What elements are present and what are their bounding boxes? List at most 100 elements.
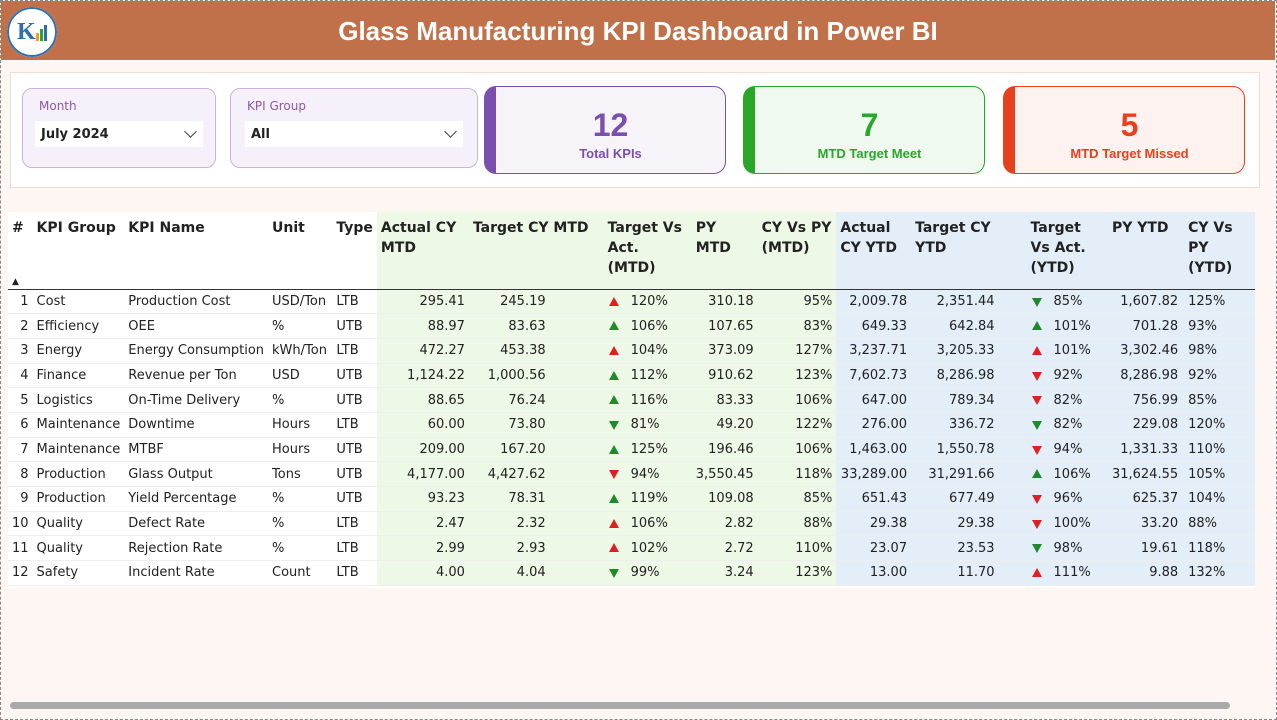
cell: 125% xyxy=(1184,289,1255,315)
scrollbar[interactable] xyxy=(10,702,1230,709)
status-arrow xyxy=(608,345,619,355)
status-arrow xyxy=(1031,469,1042,479)
cell: Cost xyxy=(32,289,125,315)
cell: 92% xyxy=(1184,363,1255,389)
cell: 99% xyxy=(603,560,692,586)
cell: 112% xyxy=(603,363,692,389)
column-header: PY YTD xyxy=(1107,212,1185,290)
cell: 31,291.66 xyxy=(911,461,1027,487)
cell: 23.07 xyxy=(836,535,912,562)
table-row: 8 Production Glass Output Tons UTB 4,177.00 4,… xyxy=(8,461,1255,487)
cell: 83.33 xyxy=(691,387,758,413)
slicer-dropdown[interactable]: July 2024 xyxy=(35,121,203,147)
kpi-card: 12 Total KPIs xyxy=(484,86,726,174)
kpi-group-slicer[interactable]: KPI Group All xyxy=(230,88,478,168)
cell: Downtime xyxy=(124,412,269,438)
table-row: 5 Logistics On-Time Delivery% UTB 88.65 76.24… xyxy=(8,387,1255,413)
cell: UTB xyxy=(332,363,377,389)
cell: Maintenance xyxy=(32,437,125,463)
card-label: Total KPIs xyxy=(579,146,642,161)
cell: 93% xyxy=(1184,313,1255,339)
cell: 33.20 xyxy=(1107,511,1185,537)
cell: 78.31 xyxy=(468,486,604,512)
cell: On-Time Delivery xyxy=(124,387,269,413)
cell: 2.93 xyxy=(468,535,604,562)
cell: Production Cost xyxy=(124,289,269,315)
column-header: Actual CY MTD xyxy=(376,212,469,290)
cell: 2 xyxy=(8,313,33,339)
cell: Energy xyxy=(32,338,125,364)
cell: 102% xyxy=(603,535,692,562)
cell: 85% xyxy=(1026,289,1108,315)
cell: 82% xyxy=(1026,387,1108,413)
cell: 3,550.45 xyxy=(691,461,758,487)
kpi-card: 7 MTD Target Meet xyxy=(743,86,985,174)
cell: 31,624.55 xyxy=(1107,461,1185,487)
card-value: 5 xyxy=(1120,107,1139,143)
status-arrow xyxy=(608,321,619,331)
cell: 789.34 xyxy=(911,387,1027,413)
slicer-dropdown[interactable]: All xyxy=(245,121,463,147)
cell: 12 xyxy=(8,560,33,586)
cell: % xyxy=(268,387,333,413)
cell: 4.00 xyxy=(376,560,469,586)
cell: 5 xyxy=(8,387,33,413)
cell: 94% xyxy=(603,461,692,487)
status-arrow xyxy=(608,543,619,553)
cell: LTB xyxy=(332,289,377,315)
cell: 19.61 xyxy=(1107,535,1185,562)
cell: Efficiency xyxy=(32,313,125,339)
cell: % xyxy=(268,313,333,339)
cell: LTB xyxy=(332,560,377,586)
cell: 2,009.78 xyxy=(836,289,912,315)
header: Glass Manufacturing KPI Dashboard in Pow… xyxy=(1,1,1275,60)
status-arrow xyxy=(1031,519,1042,529)
cell: 6 xyxy=(8,412,33,438)
cell: Revenue per Ton xyxy=(124,363,269,389)
header-text: Target CY YTD xyxy=(915,220,991,256)
cell: 167.20 xyxy=(468,437,604,463)
cell: USD xyxy=(268,363,333,389)
cell: 4,427.62 xyxy=(468,461,604,487)
cell: 123% xyxy=(757,560,837,586)
cell: 96% xyxy=(1026,486,1108,512)
cell: 3 xyxy=(8,338,33,364)
header-text: Target Vs Act. (MTD) xyxy=(607,220,682,276)
status-arrow xyxy=(1031,495,1042,504)
cell: Logistics xyxy=(32,387,125,413)
cell: 49.20 xyxy=(691,412,758,438)
cell: 649.33 xyxy=(836,313,912,339)
table-row: 4 Finance Revenue per Ton USD UTB 1,124.22 1,0… xyxy=(8,363,1255,389)
cell: UTB xyxy=(332,437,377,463)
cell: 276.00 xyxy=(836,412,912,438)
status-arrow xyxy=(1031,345,1042,355)
status-arrow xyxy=(608,296,619,306)
cell: Energy Consumption xyxy=(124,338,269,364)
cell: 472.27 xyxy=(376,338,469,364)
status-arrow xyxy=(1031,371,1042,381)
cell: 8,286.98 xyxy=(1107,363,1185,389)
cell: Incident Rate xyxy=(124,560,269,586)
cell: 625.37 xyxy=(1107,486,1185,512)
status-arrow xyxy=(1031,445,1042,455)
cell: 105% xyxy=(1184,461,1255,487)
table: # ▲ KPI Group KPI Name Unit Type Actual CY MTD… xyxy=(8,212,1255,586)
cell: LTB xyxy=(332,338,377,364)
cell: 2.47 xyxy=(376,511,469,537)
cell: 88.65 xyxy=(376,387,469,413)
status-arrow xyxy=(608,444,619,454)
month-slicer[interactable]: Month July 2024 xyxy=(22,88,216,168)
cell: 132% xyxy=(1184,560,1255,586)
header-text: CY Vs PY (MTD) xyxy=(761,220,832,256)
column-header: Target CY YTD xyxy=(911,212,1027,290)
cell: MTBF xyxy=(124,437,269,463)
cell: 92% xyxy=(1026,363,1108,389)
status-arrow xyxy=(608,370,619,380)
cell: 1,124.22 xyxy=(376,363,469,389)
cell: 106% xyxy=(603,511,692,537)
title: Glass Manufacturing KPI Dashboard in Pow… xyxy=(338,16,938,46)
cell: 88% xyxy=(757,511,837,537)
cell: 83% xyxy=(757,313,837,339)
cell: 118% xyxy=(757,461,837,487)
cell: 95% xyxy=(757,289,837,315)
